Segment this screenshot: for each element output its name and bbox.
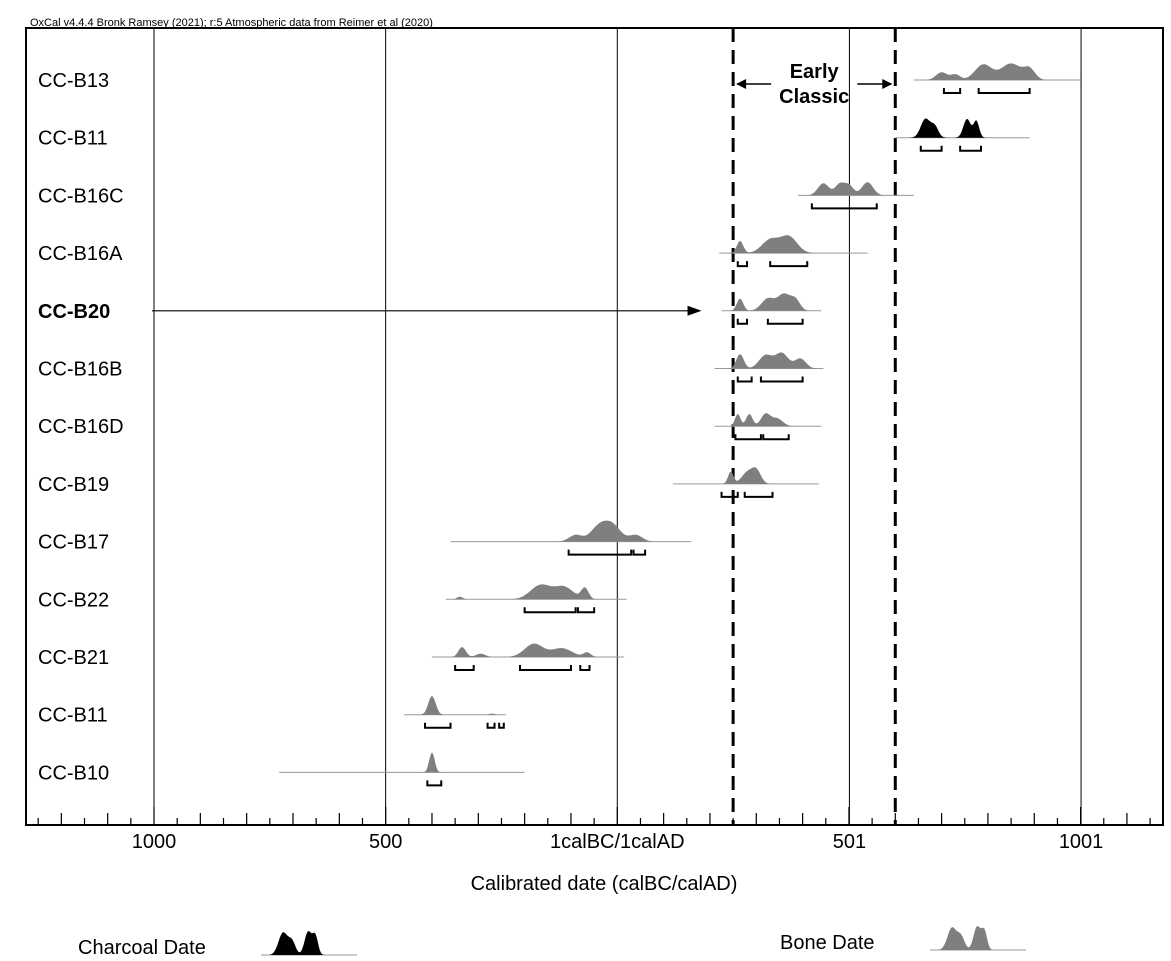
grid-lines (153, 28, 1082, 825)
sample-density (728, 235, 818, 254)
sample-density (727, 352, 820, 369)
x-axis: 1000 500 1calBC/1calAD 501 1001 (37, 807, 1151, 853)
period-label-line2: Classic (779, 86, 849, 108)
sample-row: CC-B16A (38, 235, 868, 268)
sample-label: CC-B16C (38, 185, 124, 207)
sample-density (721, 467, 773, 484)
legend-glyph-density (938, 926, 997, 950)
hpd-range-bracket (736, 376, 753, 383)
sample-label: CC-B11 (38, 128, 108, 150)
sample-label: CC-B20 (38, 301, 110, 323)
sample-row: CC-B11 (38, 696, 507, 729)
sample-row: CC-B16C (38, 182, 914, 210)
sample-label: CC-B19 (38, 474, 109, 496)
sample-rows: CC-B13 CC-B11 CC-B16C CC-B16A CC-B20 CC-B16B C… (38, 63, 1081, 787)
x-tick-label: 1000 (132, 831, 177, 853)
legend-label-bone: Bone Date (780, 932, 875, 954)
sample-label: CC-B10 (38, 762, 109, 784)
hpd-range-bracket (762, 434, 790, 441)
sample-row: CC-B17 (38, 520, 692, 556)
sample-density (552, 520, 659, 542)
period-arrowhead-left (736, 79, 747, 89)
x-tick-label: 501 (833, 831, 866, 853)
sample-row: CC-B11 (38, 118, 1030, 152)
sample-label: CC-B17 (38, 532, 109, 554)
sample-label: CC-B11 (38, 705, 108, 727)
hpd-range-bracket (734, 434, 762, 441)
hpd-range-bracket (426, 780, 443, 787)
hpd-range-bracket (519, 665, 572, 671)
sample-row: CC-B19 (38, 467, 819, 498)
hpd-range-bracket (919, 145, 943, 152)
sample-density (449, 643, 601, 657)
hpd-range-bracket (810, 203, 878, 210)
sample-label: CC-B13 (38, 70, 109, 92)
hpd-range-bracket (977, 88, 1031, 94)
sample-row: CC-B13 (38, 63, 1081, 94)
sample-density (422, 752, 442, 773)
sample-density (922, 63, 1050, 80)
hpd-range-bracket (766, 318, 804, 325)
hpd-range-bracket (743, 491, 774, 498)
legend: Charcoal Date Bone Date (78, 926, 1026, 959)
early-classic-period: Early Classic (731, 28, 897, 825)
sample-label: CC-B16A (38, 243, 123, 265)
hpd-range-bracket (424, 722, 452, 729)
sample-row: CC-B16B (38, 352, 824, 383)
sample-density (909, 118, 987, 138)
sample-density (450, 584, 598, 600)
hpd-range-bracket (576, 607, 596, 614)
sample-label: CC-B21 (38, 647, 109, 669)
hpd-range-bracket (736, 318, 749, 325)
hpd-range-bracket (942, 88, 962, 94)
x-tick-label: 500 (369, 831, 402, 853)
hpd-range-bracket (959, 145, 982, 152)
period-arrowhead-right (882, 79, 893, 89)
sample-density (728, 293, 812, 311)
hpd-range-bracket (498, 722, 505, 729)
hpd-range-bracket (759, 376, 804, 383)
sample-label: CC-B16B (38, 359, 122, 381)
legend-glyph-density (269, 931, 328, 955)
sample-row: CC-B21 (38, 643, 625, 671)
period-label-line1: Early (790, 61, 840, 83)
hpd-range-bracket (579, 665, 591, 671)
sample-label: CC-B16D (38, 416, 124, 438)
x-axis-label: Calibrated date (calBC/calAD) (471, 873, 738, 895)
hpd-range-bracket (454, 665, 475, 671)
x-tick-label: 1calBC/1calAD (550, 831, 685, 853)
hpd-range-bracket (486, 722, 496, 729)
sample-label: CC-B22 (38, 589, 109, 611)
chart-header: OxCal v4.4.4 Bronk Ramsey (2021); r:5 At… (30, 17, 433, 29)
sample-density (419, 696, 502, 715)
highlight-arrow-head (687, 305, 702, 316)
hpd-range-bracket (523, 607, 577, 614)
x-tick-label: 1001 (1059, 831, 1104, 853)
sample-row: CC-B22 (38, 584, 627, 614)
legend-label-charcoal: Charcoal Date (78, 937, 206, 959)
sample-row: CC-B20 (38, 293, 822, 325)
sample-row: CC-B10 (38, 752, 525, 787)
hpd-range-bracket (769, 261, 809, 268)
hpd-range-bracket (632, 549, 647, 556)
sample-density (804, 182, 887, 196)
sample-density (728, 413, 797, 427)
sample-row: CC-B16D (38, 413, 822, 441)
hpd-range-bracket (736, 261, 749, 268)
hpd-range-bracket (720, 491, 739, 498)
hpd-range-bracket (567, 549, 633, 556)
